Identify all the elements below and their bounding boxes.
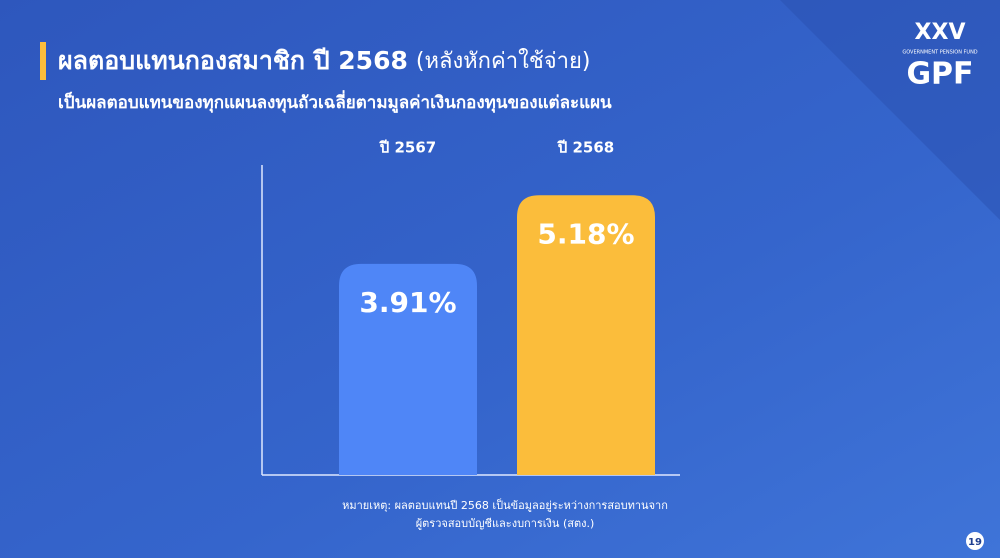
category-label: ปี 2568 [557,139,614,157]
title-note: (หลังหักค่าใช้จ่าย) [416,48,591,74]
value-label: 5.18% [537,217,634,250]
logo-tagline: GOVERNMENT PENSION FUND [902,50,977,56]
bar [517,195,655,475]
category-label: ปี 2567 [379,139,436,157]
bar [339,263,477,475]
logo-mark: XXV [915,20,966,45]
decor [780,0,1000,220]
subtitle: เป็นผลตอบแทนของทุกแผนลงทุนถัวเฉลี่ยตามมู… [58,90,612,114]
page-badge [966,532,984,550]
title-main: ผลตอบแทนกองสมาชิก ปี 2568 [58,46,408,75]
footnote: ผู้ตรวจสอบบัญชีและงบการเงิน (สตง.) [416,517,595,530]
page-number: 19 [968,537,982,548]
value-label: 3.91% [359,286,456,319]
footnote: หมายเหตุ: ผลตอบแทนปี 2568 เป็นข้อมูลอยู่… [342,498,668,512]
logo-name: GPF [906,57,973,92]
title-accent [40,42,46,80]
chart-title: ผลตอบแทนกองสมาชิก ปี 2568 (หลังหักค่าใช้จ… [58,46,590,75]
